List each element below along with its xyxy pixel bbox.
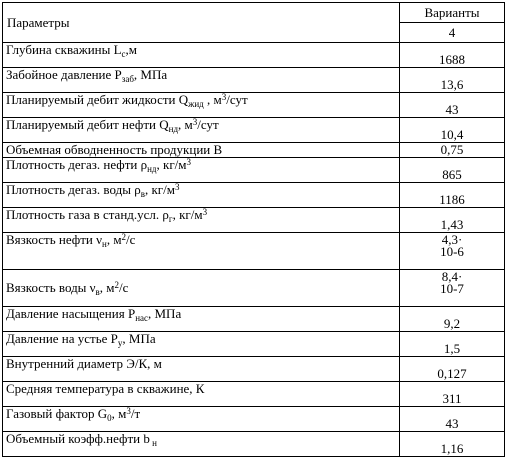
table-row: Объемная обводненность продукции В 0,75 bbox=[2, 142, 505, 158]
table-row: Газовый фактор G0, м3/т 43 bbox=[2, 406, 505, 432]
param-value: 9,2 bbox=[399, 306, 505, 332]
param-label: Глубина скважины Lс,м bbox=[2, 42, 400, 68]
variant-number: 4 bbox=[399, 22, 505, 43]
table-row: Объемный коэфф.нефти b н 1,16 bbox=[2, 431, 505, 457]
table-row: Планируемый дебит жидкости Qжид , м3/сут… bbox=[2, 92, 505, 118]
param-value: 13,6 bbox=[399, 67, 505, 93]
variants-header: Варианты bbox=[399, 2, 505, 23]
param-value: 43 bbox=[399, 92, 505, 118]
param-value: 311 bbox=[399, 381, 505, 407]
param-label: Плотность дегаз. нефти ρнд, кг/м3 bbox=[2, 157, 400, 183]
param-value: 1,5 bbox=[399, 331, 505, 357]
param-value: 0,127 bbox=[399, 356, 505, 382]
table-row: Внутренний диаметр Э/К, м 0,127 bbox=[2, 356, 505, 382]
param-value: 8,4· 10-7 bbox=[399, 269, 505, 307]
param-label: Объемный коэфф.нефти b н bbox=[2, 431, 400, 457]
param-value: 0,75 bbox=[399, 142, 505, 158]
params-header: Параметры bbox=[2, 2, 400, 43]
param-label: Вязкость воды νв, м2/с bbox=[2, 269, 400, 307]
param-value: 10,4 bbox=[399, 117, 505, 143]
param-value: 1688 bbox=[399, 42, 505, 68]
param-label: Давление на устье Pу, МПа bbox=[2, 331, 400, 357]
param-label: Плотность дегаз. воды ρв, кг/м3 bbox=[2, 182, 400, 208]
param-value: 1,16 bbox=[399, 431, 505, 457]
table-row: Глубина скважины Lс,м 1688 bbox=[2, 42, 505, 68]
table-row: Вязкость нефти νн, м2/с 4,3· 10-6 bbox=[2, 232, 505, 270]
param-value: 865 bbox=[399, 157, 505, 183]
table-row: Средняя температура в скважине, К 311 bbox=[2, 381, 505, 407]
param-label: Средняя температура в скважине, К bbox=[2, 381, 400, 407]
param-value: 4,3· 10-6 bbox=[399, 232, 505, 270]
table-row: Давление на устье Pу, МПа 1,5 bbox=[2, 331, 505, 357]
param-value: 1,43 bbox=[399, 207, 505, 233]
param-label: Внутренний диаметр Э/К, м bbox=[2, 356, 400, 382]
param-label: Объемная обводненность продукции В bbox=[2, 142, 400, 158]
param-label: Вязкость нефти νн, м2/с bbox=[2, 232, 400, 270]
header-row: Параметры Варианты bbox=[2, 2, 505, 43]
table-row: Плотность дегаз. воды ρв, кг/м3 1186 bbox=[2, 182, 505, 208]
table-row: Плотность дегаз. нефти ρнд, кг/м3 865 bbox=[2, 157, 505, 183]
param-value: 1186 bbox=[399, 182, 505, 208]
table-row: Давление насыщения Pнас, МПа 9,2 bbox=[2, 306, 505, 332]
param-value: 43 bbox=[399, 406, 505, 432]
param-label: Забойное давление Pзаб, МПа bbox=[2, 67, 400, 93]
param-label: Газовый фактор G0, м3/т bbox=[2, 406, 400, 432]
param-label: Планируемый дебит нефти Qнд, м3/сут bbox=[2, 117, 400, 143]
table-row: Забойное давление Pзаб, МПа 13,6 bbox=[2, 67, 505, 93]
table-row: Планируемый дебит нефти Qнд, м3/сут 10,4 bbox=[2, 117, 505, 143]
param-label: Планируемый дебит жидкости Qжид , м3/сут bbox=[2, 92, 400, 118]
table-row: Вязкость воды νв, м2/с 8,4· 10-7 bbox=[2, 269, 505, 307]
param-label: Давление насыщения Pнас, МПа bbox=[2, 306, 400, 332]
table-row: Плотность газа в станд.усл. ρг, кг/м3 1,… bbox=[2, 207, 505, 233]
param-label: Плотность газа в станд.усл. ρг, кг/м3 bbox=[2, 207, 400, 233]
